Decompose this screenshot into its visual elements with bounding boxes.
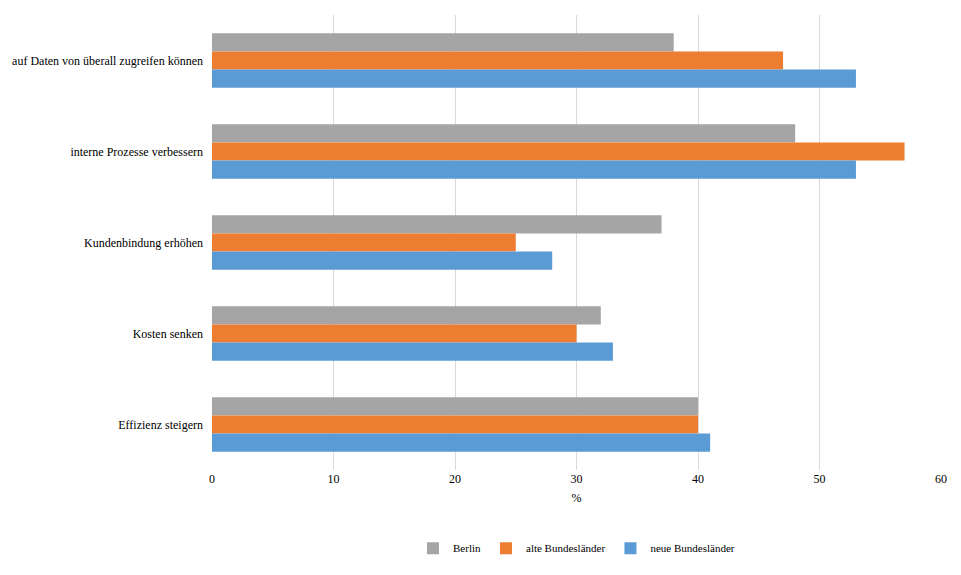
svg-text:40: 40 bbox=[692, 472, 704, 486]
svg-text:Berlin: Berlin bbox=[453, 542, 481, 554]
svg-text:0: 0 bbox=[209, 472, 215, 486]
svg-text:Kundenbindung erhöhen: Kundenbindung erhöhen bbox=[84, 236, 203, 250]
svg-text:20: 20 bbox=[449, 472, 461, 486]
svg-text:30: 30 bbox=[571, 472, 583, 486]
svg-text:auf Daten von überall zugreife: auf Daten von überall zugreifen können bbox=[12, 54, 203, 68]
svg-text:alte Bundesländer: alte Bundesländer bbox=[526, 542, 605, 554]
svg-text:neue Bundesländer: neue Bundesländer bbox=[650, 542, 734, 554]
svg-text:interne Prozesse verbessern: interne Prozesse verbessern bbox=[70, 145, 203, 159]
svg-text:Kosten senken: Kosten senken bbox=[133, 327, 203, 341]
svg-text:60: 60 bbox=[935, 472, 947, 486]
svg-text:10: 10 bbox=[328, 472, 340, 486]
svg-text:%: % bbox=[572, 491, 582, 505]
svg-text:50: 50 bbox=[814, 472, 826, 486]
svg-text:Effizienz steigern: Effizienz steigern bbox=[118, 418, 203, 432]
